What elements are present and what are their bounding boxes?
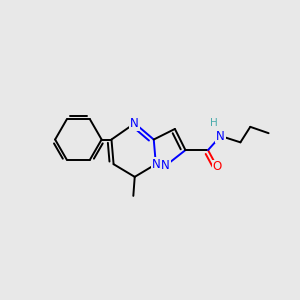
Text: N: N xyxy=(216,130,225,142)
Text: H: H xyxy=(210,118,218,128)
Text: N: N xyxy=(152,158,160,171)
Text: O: O xyxy=(212,160,222,173)
Text: N: N xyxy=(130,117,139,130)
Text: N: N xyxy=(161,159,170,172)
